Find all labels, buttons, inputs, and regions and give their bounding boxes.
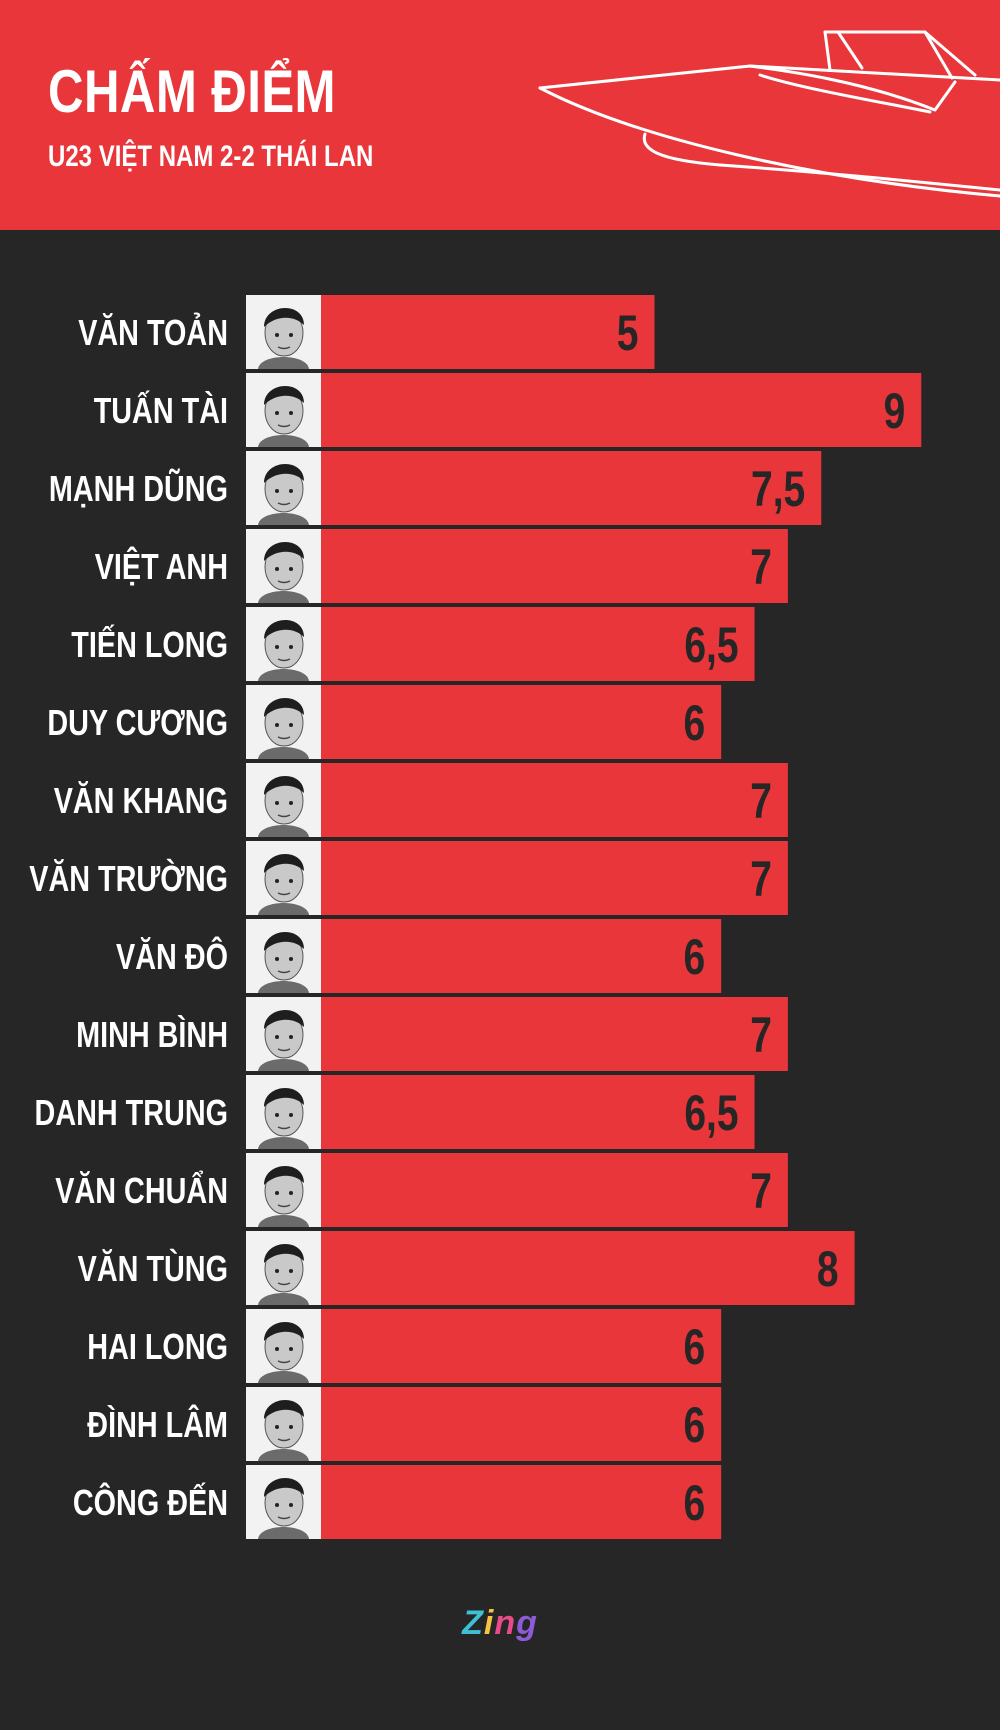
score-bar (321, 295, 655, 369)
player-row: VĂN CHUẨN 7 (55, 1153, 788, 1227)
player-name-label: VĂN TÙNG (78, 1248, 228, 1289)
player-name-label: HAI LONG (87, 1326, 228, 1367)
header-banner: CHẤM ĐIỂM U23 VIỆT NAM 2-2 THÁI LAN (0, 0, 1000, 230)
player-portrait-icon (246, 295, 321, 369)
player-name-label: VĂN ĐÔ (116, 935, 228, 977)
score-bar (321, 451, 822, 525)
player-portrait-icon (246, 1075, 321, 1149)
player-portrait-icon (246, 373, 321, 447)
score-bar (321, 919, 722, 993)
player-portrait-icon (246, 841, 321, 915)
player-portrait-icon (246, 685, 321, 759)
logo-letter: Z (462, 1604, 484, 1642)
score-value-label: 6 (684, 1396, 706, 1453)
logo-letter: n (494, 1604, 517, 1642)
score-bar-chart: VĂN TOẢN 5 TUẤN TÀI 9 MẠNH DŨNG 7,5 VIỆT ANH 7 T… (29, 295, 922, 1539)
player-name-label: DANH TRUNG (35, 1092, 228, 1133)
player-row: DANH TRUNG 6,5 (35, 1075, 755, 1149)
score-value-label: 6 (684, 1318, 706, 1375)
player-portrait-icon (246, 1231, 321, 1305)
score-bar (321, 1153, 788, 1227)
player-name-label: VĂN CHUẨN (55, 1170, 228, 1211)
score-bar (321, 763, 788, 837)
page-subtitle: U23 VIỆT NAM 2-2 THÁI LAN (48, 140, 374, 173)
score-bar (321, 1231, 855, 1305)
player-portrait-icon (246, 1387, 321, 1461)
player-portrait-icon (246, 919, 321, 993)
player-name-label: DUY CƯƠNG (47, 702, 228, 743)
score-bar (321, 841, 788, 915)
score-value-label: 6 (684, 694, 706, 751)
player-row: VĂN KHANG 7 (54, 763, 788, 837)
player-portrait-icon (246, 997, 321, 1071)
score-bar (321, 685, 722, 759)
score-value-label: 6,5 (684, 1084, 738, 1141)
score-bar (321, 1465, 722, 1539)
player-name-label: TIẾN LONG (71, 624, 228, 665)
score-bar (321, 529, 788, 603)
score-bar (321, 1387, 722, 1461)
score-value-label: 6,5 (684, 616, 738, 673)
player-portrait-icon (246, 451, 321, 525)
score-bar (321, 607, 755, 681)
player-name-label: VIỆT ANH (95, 546, 228, 587)
player-row: TUẤN TÀI 9 (94, 373, 922, 447)
player-row: HAI LONG 6 (87, 1309, 722, 1383)
score-value-label: 5 (617, 304, 639, 361)
player-name-label: MINH BÌNH (76, 1014, 228, 1055)
player-row: VĂN TRƯỜNG 7 (29, 841, 788, 915)
score-bar (321, 373, 922, 447)
player-name-label: VĂN TRƯỜNG (29, 858, 228, 899)
page-title: CHẤM ĐIỂM (48, 58, 336, 125)
score-value-label: 8 (817, 1240, 839, 1297)
player-row: VĂN TOẢN 5 (78, 295, 655, 369)
player-name-label: CÔNG ĐẾN (73, 1481, 228, 1523)
player-row: VĂN ĐÔ 6 (116, 919, 722, 993)
logo-letter: i (483, 1604, 495, 1642)
player-name-label: TUẤN TÀI (94, 390, 228, 431)
score-bar (321, 1309, 722, 1383)
player-portrait-icon (246, 763, 321, 837)
player-row: CÔNG ĐẾN 6 (73, 1465, 722, 1539)
score-value-label: 7 (750, 850, 772, 907)
score-value-label: 7 (750, 772, 772, 829)
player-name-label: VĂN KHANG (54, 780, 228, 821)
player-portrait-icon (246, 1153, 321, 1227)
score-value-label: 7 (750, 538, 772, 595)
score-value-label: 6 (684, 1474, 706, 1531)
player-row: VĂN TÙNG 8 (78, 1231, 855, 1305)
player-row: MINH BÌNH 7 (76, 997, 788, 1071)
player-portrait-icon (246, 1465, 321, 1539)
logo-letter: g (516, 1604, 538, 1642)
score-value-label: 9 (884, 382, 906, 439)
player-row: DUY CƯƠNG 6 (47, 685, 722, 759)
player-name-label: VĂN TOẢN (78, 312, 228, 353)
player-portrait-icon (246, 529, 321, 603)
score-value-label: 7,5 (751, 460, 805, 517)
player-row: TIẾN LONG 6,5 (71, 607, 755, 681)
player-name-label: MẠNH DŨNG (49, 468, 228, 509)
score-value-label: 7 (750, 1006, 772, 1063)
score-bar (321, 997, 788, 1071)
score-bar (321, 1075, 755, 1149)
player-row: ĐÌNH LÂM 6 (87, 1387, 722, 1461)
player-row: VIỆT ANH 7 (95, 529, 788, 603)
player-portrait-icon (246, 1309, 321, 1383)
player-row: MẠNH DŨNG 7,5 (49, 451, 822, 525)
score-value-label: 7 (750, 1162, 772, 1219)
goal-outline-icon (538, 30, 1000, 198)
score-value-label: 6 (684, 928, 706, 985)
player-name-label: ĐÌNH LÂM (87, 1404, 228, 1445)
zing-logo: Zing (0, 1604, 1000, 1643)
player-portrait-icon (246, 607, 321, 681)
